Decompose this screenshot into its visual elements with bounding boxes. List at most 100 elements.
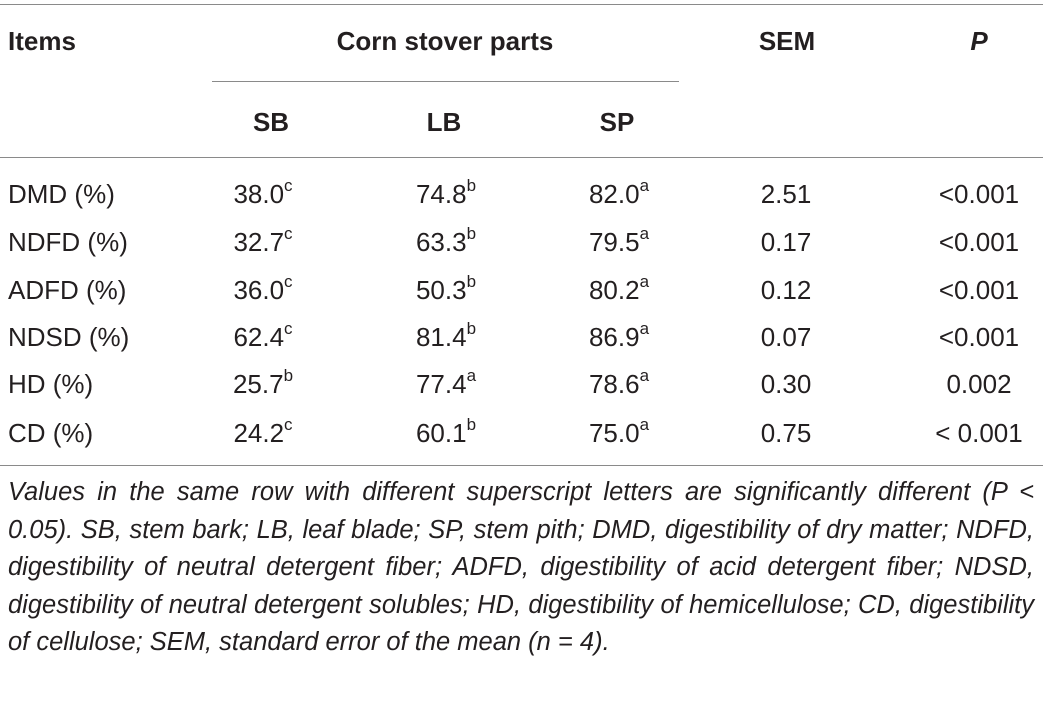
- cell-p: < 0.001: [935, 418, 1022, 448]
- cell-sb-value: 24.2: [233, 418, 285, 448]
- cell-sb-value: 36.0: [233, 275, 285, 305]
- header-sem: SEM: [758, 26, 816, 56]
- header-corn-stover-parts: Corn stover parts: [336, 26, 554, 56]
- cell-lb-value: 63.3: [415, 227, 467, 257]
- cell-lb-value: 81.4: [415, 322, 467, 352]
- significance-letter: b: [466, 272, 477, 292]
- cell-p: <0.001: [939, 322, 1019, 352]
- table-footnote: Values in the same row with different su…: [8, 478, 1034, 656]
- subheader-lb: LB: [426, 107, 462, 137]
- cell-item: NDFD (%): [8, 227, 128, 257]
- cell-sp: 78.6a: [588, 366, 650, 399]
- cell-sp-value: 79.5: [588, 227, 640, 257]
- cell-p-value: <0.001: [938, 179, 1020, 209]
- cell-sb-value: 38.0: [233, 179, 285, 209]
- cell-p: <0.001: [939, 275, 1019, 305]
- significance-letter: c: [284, 176, 293, 196]
- cell-sem-value: 0.75: [760, 418, 812, 448]
- cell-item: DMD (%): [8, 179, 115, 209]
- cell-sp-value: 82.0: [588, 179, 640, 209]
- cell-sb: 25.7b: [233, 366, 294, 399]
- cell-p-value: <0.001: [938, 227, 1020, 257]
- header-rule: [0, 157, 1043, 158]
- significance-letter: b: [466, 176, 477, 196]
- cell-sp-value: 75.0: [588, 418, 640, 448]
- bottom-rule: [0, 465, 1043, 466]
- subheader-sb: SB: [252, 107, 290, 137]
- significance-letter: a: [639, 366, 650, 386]
- cell-sem: 0.75: [761, 418, 812, 448]
- cell-sem: 0.07: [761, 322, 812, 352]
- cell-p: <0.001: [939, 227, 1019, 257]
- cell-lb-value: 74.8: [415, 179, 467, 209]
- significance-letter: b: [466, 415, 477, 435]
- cell-sem-value: 0.07: [760, 322, 812, 352]
- cell-item: NDSD (%): [8, 322, 129, 352]
- cell-lb: 77.4a: [415, 366, 477, 399]
- cell-item: ADFD (%): [8, 275, 126, 305]
- header-items: Items: [8, 26, 76, 56]
- cell-item-value: NDSD (%): [8, 322, 130, 352]
- cell-sb: 36.0c: [233, 272, 293, 305]
- cell-sp: 82.0a: [588, 176, 650, 209]
- cell-lb: 60.1b: [415, 415, 477, 448]
- group-rule: [212, 81, 679, 82]
- cell-item-value: CD (%): [8, 418, 94, 448]
- significance-letter: a: [639, 176, 650, 196]
- cell-p-value: < 0.001: [935, 418, 1023, 448]
- cell-item: HD (%): [8, 369, 93, 399]
- cell-lb: 81.4b: [415, 319, 477, 352]
- cell-item-value: DMD (%): [8, 179, 115, 209]
- cell-sem: 2.51: [761, 179, 812, 209]
- cell-sem: 0.12: [761, 275, 812, 305]
- significance-letter: c: [284, 319, 293, 339]
- cell-lb-value: 50.3: [415, 275, 467, 305]
- cell-sem-value: 0.17: [760, 227, 812, 257]
- cell-sb: 24.2c: [233, 415, 293, 448]
- cell-sem-value: 0.12: [760, 275, 812, 305]
- significance-letter: c: [284, 415, 293, 435]
- cell-sp: 86.9a: [588, 319, 650, 352]
- significance-letter: b: [283, 366, 294, 386]
- significance-letter: a: [466, 366, 477, 386]
- cell-sb: 32.7c: [233, 224, 293, 257]
- cell-sem: 0.17: [761, 227, 812, 257]
- significance-letter: c: [284, 224, 293, 244]
- cell-item-value: ADFD (%): [8, 275, 127, 305]
- significance-letter: b: [466, 224, 477, 244]
- cell-p-value: <0.001: [938, 322, 1020, 352]
- cell-sem: 0.30: [761, 369, 812, 399]
- cell-lb-value: 60.1: [415, 418, 467, 448]
- cell-sp-value: 80.2: [588, 275, 640, 305]
- cell-sb: 62.4c: [233, 319, 293, 352]
- significance-letter: a: [639, 272, 650, 292]
- cell-item: CD (%): [8, 418, 93, 448]
- cell-sp-value: 78.6: [588, 369, 640, 399]
- subheader-sp: SP: [599, 107, 635, 137]
- significance-letter: a: [639, 319, 650, 339]
- cell-sp: 80.2a: [588, 272, 650, 305]
- cell-p: <0.001: [939, 179, 1019, 209]
- significance-letter: a: [639, 224, 650, 244]
- significance-letter: a: [639, 415, 650, 435]
- cell-lb-value: 77.4: [415, 369, 467, 399]
- cell-sp: 79.5a: [588, 224, 650, 257]
- cell-lb: 74.8b: [415, 176, 477, 209]
- cell-lb: 50.3b: [415, 272, 477, 305]
- significance-letter: b: [466, 319, 477, 339]
- cell-p: 0.002: [946, 369, 1011, 399]
- cell-sb-value: 32.7: [233, 227, 285, 257]
- cell-sp-value: 86.9: [588, 322, 640, 352]
- cell-sem-value: 0.30: [760, 369, 812, 399]
- cell-sp: 75.0a: [588, 415, 650, 448]
- top-rule: [0, 4, 1043, 5]
- cell-sb: 38.0c: [233, 176, 293, 209]
- cell-lb: 63.3b: [415, 224, 477, 257]
- cell-item-value: NDFD (%): [8, 227, 128, 257]
- cell-item-value: HD (%): [8, 369, 94, 399]
- cell-sb-value: 62.4: [233, 322, 285, 352]
- significance-letter: c: [284, 272, 293, 292]
- cell-sem-value: 2.51: [760, 179, 812, 209]
- header-p: P: [970, 26, 988, 56]
- cell-p-value: 0.002: [946, 369, 1012, 399]
